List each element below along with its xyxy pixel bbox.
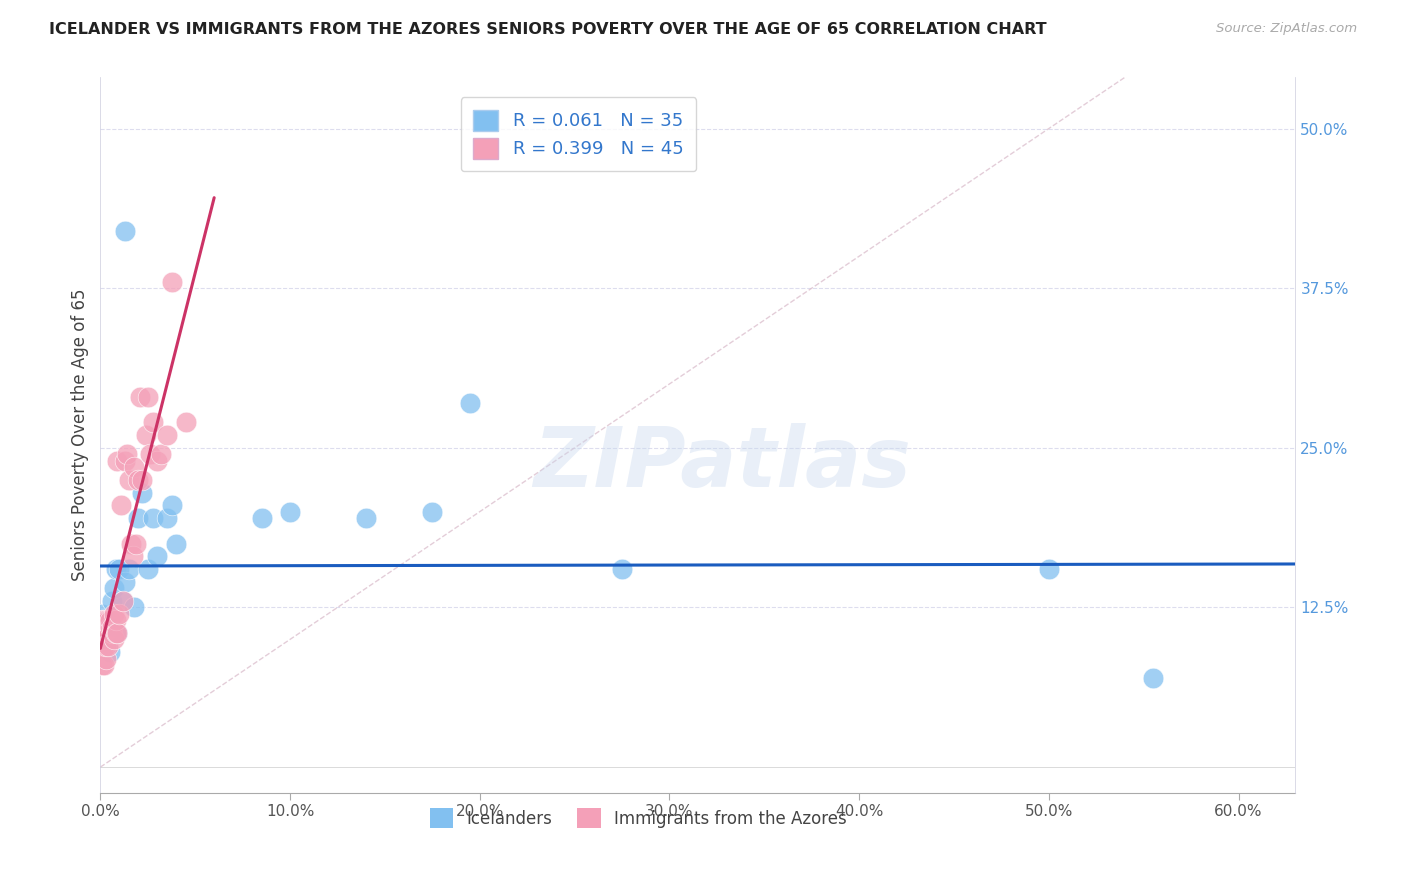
Point bbox=[90, 626, 112, 640]
Point bbox=[97, 613, 120, 627]
Text: ICELANDER VS IMMIGRANTS FROM THE AZORES SENIORS POVERTY OVER THE AGE OF 65 CORRE: ICELANDER VS IMMIGRANTS FROM THE AZORES … bbox=[49, 22, 1047, 37]
Point bbox=[107, 626, 129, 640]
Point bbox=[100, 626, 122, 640]
Text: Source: ZipAtlas.com: Source: ZipAtlas.com bbox=[1216, 22, 1357, 36]
Point bbox=[250, 511, 273, 525]
Point bbox=[458, 396, 481, 410]
Point bbox=[125, 536, 148, 550]
Point bbox=[114, 574, 136, 589]
Point bbox=[98, 619, 121, 633]
Point bbox=[150, 447, 173, 461]
Point bbox=[107, 453, 129, 467]
Legend: Icelanders, Immigrants from the Azores: Icelanders, Immigrants from the Azores bbox=[423, 802, 853, 834]
Point bbox=[93, 613, 115, 627]
Point bbox=[120, 536, 142, 550]
Point bbox=[138, 447, 160, 461]
Point bbox=[91, 613, 114, 627]
Point bbox=[108, 562, 131, 576]
Point bbox=[1038, 562, 1060, 576]
Point bbox=[118, 562, 141, 576]
Point bbox=[115, 447, 138, 461]
Point bbox=[94, 613, 117, 627]
Point bbox=[98, 613, 121, 627]
Point bbox=[108, 607, 131, 621]
Point bbox=[136, 390, 159, 404]
Point bbox=[114, 224, 136, 238]
Point bbox=[146, 453, 169, 467]
Point bbox=[104, 562, 127, 576]
Point bbox=[136, 562, 159, 576]
Point bbox=[93, 613, 115, 627]
Point bbox=[131, 485, 153, 500]
Point bbox=[94, 639, 117, 653]
Point bbox=[127, 511, 149, 525]
Point bbox=[420, 505, 443, 519]
Point bbox=[107, 626, 129, 640]
Point bbox=[103, 632, 125, 647]
Point bbox=[165, 536, 187, 550]
Point bbox=[94, 651, 117, 665]
Point bbox=[174, 415, 197, 429]
Point bbox=[100, 594, 122, 608]
Point bbox=[278, 505, 301, 519]
Point bbox=[112, 594, 135, 608]
Point bbox=[129, 390, 152, 404]
Point bbox=[100, 619, 122, 633]
Point bbox=[93, 657, 115, 672]
Text: ZIPatlas: ZIPatlas bbox=[533, 423, 911, 504]
Point bbox=[156, 511, 179, 525]
Point bbox=[1142, 671, 1164, 685]
Point bbox=[91, 607, 114, 621]
Point bbox=[104, 626, 127, 640]
Point bbox=[135, 428, 157, 442]
Point bbox=[97, 632, 120, 647]
Point bbox=[121, 549, 143, 564]
Point bbox=[110, 498, 132, 512]
Point bbox=[98, 645, 121, 659]
Point bbox=[610, 562, 633, 576]
Point bbox=[162, 498, 184, 512]
Point bbox=[91, 657, 114, 672]
Point bbox=[90, 626, 112, 640]
Point bbox=[94, 626, 117, 640]
Point bbox=[127, 473, 149, 487]
Y-axis label: Seniors Poverty Over the Age of 65: Seniors Poverty Over the Age of 65 bbox=[72, 289, 89, 582]
Point bbox=[124, 460, 146, 475]
Point bbox=[112, 594, 135, 608]
Point bbox=[93, 639, 115, 653]
Point bbox=[103, 607, 125, 621]
Point bbox=[93, 632, 115, 647]
Point bbox=[156, 428, 179, 442]
Point bbox=[124, 600, 146, 615]
Point bbox=[131, 473, 153, 487]
Point bbox=[162, 275, 184, 289]
Point bbox=[104, 613, 127, 627]
Point bbox=[118, 473, 141, 487]
Point bbox=[142, 511, 165, 525]
Point bbox=[354, 511, 377, 525]
Point bbox=[97, 639, 120, 653]
Point bbox=[91, 632, 114, 647]
Point bbox=[94, 613, 117, 627]
Point bbox=[142, 415, 165, 429]
Point bbox=[91, 619, 114, 633]
Point bbox=[114, 453, 136, 467]
Point bbox=[103, 582, 125, 596]
Point bbox=[91, 639, 114, 653]
Point bbox=[146, 549, 169, 564]
Point bbox=[91, 613, 114, 627]
